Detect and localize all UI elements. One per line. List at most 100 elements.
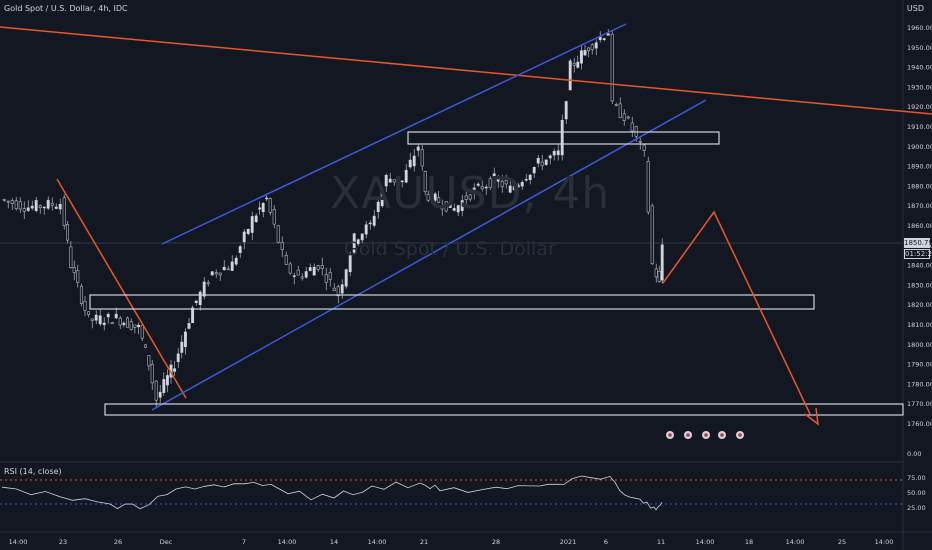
candle-body — [440, 205, 444, 210]
candle-body — [133, 324, 137, 328]
candle-body — [448, 201, 452, 208]
price-tick-label: 1810.00 — [907, 321, 932, 329]
candle-body — [544, 159, 548, 165]
candle-body — [122, 322, 126, 326]
candle-body — [26, 207, 30, 211]
candle-body — [79, 285, 83, 304]
candle-body — [226, 268, 230, 271]
candle-body — [548, 155, 552, 159]
economic-event-icon-dot — [686, 433, 690, 437]
candle-body — [72, 267, 76, 273]
candle-body — [590, 44, 594, 50]
candle-body — [626, 116, 630, 119]
candle-body — [622, 113, 626, 121]
price-zero-label: 0.00 — [907, 450, 921, 458]
candle-body — [158, 391, 162, 398]
time-tick-label: 14:00 — [696, 538, 715, 546]
candle-body — [198, 291, 202, 306]
economic-event-icon-dot — [668, 433, 672, 437]
candle-body — [30, 205, 34, 209]
candle-body — [568, 60, 572, 91]
current-price-label: 1850.79 — [904, 238, 932, 248]
candle-body — [408, 159, 412, 168]
watermark-name: Gold Spot / U.S. Dollar — [344, 238, 556, 260]
candle-body — [352, 233, 356, 253]
candle-body — [476, 183, 480, 186]
time-tick-label: 18 — [745, 538, 753, 546]
candle-body — [312, 266, 316, 276]
candle-body — [165, 375, 169, 386]
price-tick-label: 1870.00 — [907, 202, 932, 210]
candle-body — [316, 265, 320, 270]
candle-body — [472, 187, 476, 194]
candle-body — [610, 33, 614, 102]
candle-body — [634, 126, 638, 137]
price-tick-label: 1800.00 — [907, 341, 932, 349]
time-tick-label: 26 — [114, 538, 122, 546]
time-tick-label: 14:00 — [875, 538, 894, 546]
candle-body — [76, 270, 80, 283]
candle-body — [222, 266, 226, 271]
candle-body — [276, 225, 280, 243]
candle-body — [392, 179, 396, 183]
resistance-zone — [407, 131, 720, 145]
candle-body — [137, 324, 140, 328]
candle-body — [452, 208, 456, 211]
candle-body — [94, 314, 98, 321]
short-down-trendline — [56, 178, 187, 399]
candle-body — [532, 166, 536, 174]
candle-body — [433, 193, 437, 201]
candle-body — [265, 197, 269, 200]
candle-body — [230, 261, 234, 271]
price-tick-label: 1880.00 — [907, 182, 932, 190]
candle-body — [140, 325, 144, 339]
candle-body — [254, 215, 258, 222]
currency-label[interactable]: USD — [906, 4, 924, 13]
rsi-tick-label: 25.00 — [907, 504, 926, 512]
candle-body — [423, 171, 427, 193]
candle-body — [336, 286, 340, 297]
economic-event-icon-dot — [704, 433, 708, 437]
time-tick-label: 25 — [838, 538, 846, 546]
economic-event-icon-dot — [720, 433, 724, 437]
time-tick-label: 28 — [492, 538, 500, 546]
time-tick-label: 14:00 — [368, 538, 387, 546]
candle-body — [176, 353, 180, 363]
support-zone — [89, 294, 815, 310]
time-tick-label: 21 — [420, 538, 428, 546]
candle-body — [508, 185, 512, 193]
rsi-indicator-label[interactable]: RSI (14, close) — [4, 467, 62, 476]
descending-trendline — [0, 26, 932, 115]
candle-body — [552, 151, 556, 156]
candle-body — [556, 150, 560, 156]
candle-body — [344, 269, 348, 287]
candle-body — [292, 275, 296, 277]
candle-body — [22, 208, 26, 212]
candle-body — [468, 194, 472, 200]
candle-body — [496, 179, 500, 182]
price-tick-label: 1780.00 — [907, 380, 932, 388]
candle-body — [576, 61, 580, 68]
candle-body — [300, 276, 304, 279]
watermark-symbol: XAUUSD, 4h — [330, 168, 611, 219]
candle-body — [456, 205, 460, 213]
candle-body — [90, 318, 94, 321]
candle-body — [602, 38, 606, 41]
time-tick-label: 14:00 — [9, 538, 28, 546]
candle-body — [34, 200, 38, 211]
candle-body — [210, 271, 214, 276]
price-tick-label: 1900.00 — [907, 143, 932, 151]
bar-countdown-timer: 01:52:23 — [904, 249, 932, 259]
projection-path — [662, 210, 811, 415]
candle-body — [18, 201, 22, 210]
economic-event-icon-dot — [738, 433, 742, 437]
candle-body — [106, 313, 110, 318]
candle-body — [356, 239, 360, 245]
candle-body — [114, 313, 118, 319]
candle-body — [638, 140, 642, 143]
candle-body — [46, 199, 50, 209]
candle-body — [657, 271, 661, 282]
candle-body — [598, 36, 602, 41]
candle-body — [284, 255, 288, 265]
